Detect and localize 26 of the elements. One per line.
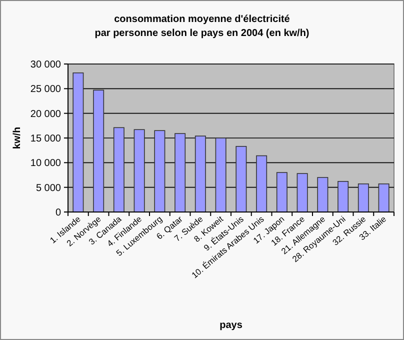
bar <box>296 173 308 212</box>
y-axis-title: kw/h <box>12 126 23 150</box>
bar <box>72 72 84 212</box>
bar <box>134 129 145 212</box>
y-tick-label: 25 000 <box>30 84 62 96</box>
x-axis-title: pays <box>220 320 243 331</box>
bar <box>194 136 206 212</box>
y-tick-label: 0 <box>55 208 62 218</box>
bar <box>338 181 349 212</box>
y-tick-label: 15 000 <box>30 134 62 144</box>
bar <box>276 172 288 212</box>
bar <box>236 146 247 212</box>
bar <box>215 138 226 212</box>
bar <box>358 183 369 212</box>
y-tick-label: 30 000 <box>30 60 62 70</box>
y-tick-label: 5 000 <box>36 182 62 194</box>
chart-title: consommation moyenne d'électricité par personne selon le pays en 2004 (en kw/h) <box>94 14 310 39</box>
bar <box>154 130 166 212</box>
y-tick-label: 10 000 <box>30 158 62 170</box>
bar <box>113 127 124 212</box>
bar <box>93 90 104 212</box>
bar <box>174 133 186 212</box>
bar <box>256 155 268 212</box>
bar <box>317 177 328 212</box>
y-tick-label: 20 000 <box>30 108 62 120</box>
bar <box>378 183 390 212</box>
